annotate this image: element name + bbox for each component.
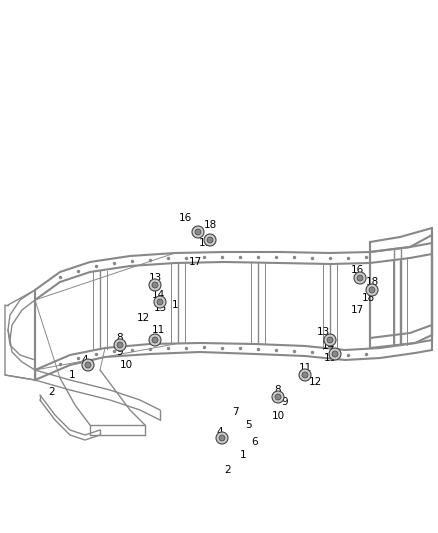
Text: 15: 15 xyxy=(323,353,337,363)
Circle shape xyxy=(302,372,308,378)
Text: 18: 18 xyxy=(198,238,212,248)
Circle shape xyxy=(275,394,281,400)
Circle shape xyxy=(82,359,94,371)
Circle shape xyxy=(149,334,161,346)
Text: 2: 2 xyxy=(225,465,231,475)
Circle shape xyxy=(354,272,366,284)
Text: 2: 2 xyxy=(49,387,55,397)
Text: 17: 17 xyxy=(350,305,364,315)
Text: 11: 11 xyxy=(298,363,311,373)
Circle shape xyxy=(207,237,213,243)
Text: 16: 16 xyxy=(178,213,192,223)
Text: 12: 12 xyxy=(136,313,150,323)
Text: 14: 14 xyxy=(152,290,165,300)
Text: 18: 18 xyxy=(203,220,217,230)
Text: 1: 1 xyxy=(240,450,246,460)
Circle shape xyxy=(329,348,341,360)
Text: 18: 18 xyxy=(365,277,378,287)
Circle shape xyxy=(204,234,216,246)
Circle shape xyxy=(219,435,225,441)
Circle shape xyxy=(332,351,338,357)
Text: 1: 1 xyxy=(69,370,75,380)
Text: 8: 8 xyxy=(117,333,124,343)
Circle shape xyxy=(324,334,336,346)
Circle shape xyxy=(192,226,204,238)
Circle shape xyxy=(114,339,126,351)
Text: 11: 11 xyxy=(152,325,165,335)
Circle shape xyxy=(117,342,123,348)
Text: 9: 9 xyxy=(282,397,288,407)
Circle shape xyxy=(195,229,201,235)
Circle shape xyxy=(369,287,375,293)
Text: 10: 10 xyxy=(272,411,285,421)
Circle shape xyxy=(157,299,163,305)
Text: 13: 13 xyxy=(316,327,330,337)
Text: 4: 4 xyxy=(82,355,88,365)
Text: 18: 18 xyxy=(361,293,374,303)
Text: 6: 6 xyxy=(252,437,258,447)
Text: 9: 9 xyxy=(117,347,124,357)
Circle shape xyxy=(149,279,161,291)
Text: 16: 16 xyxy=(350,265,364,275)
Circle shape xyxy=(154,296,166,308)
Circle shape xyxy=(85,362,91,368)
Circle shape xyxy=(366,284,378,296)
Text: 1: 1 xyxy=(172,300,178,310)
Circle shape xyxy=(357,275,363,281)
Text: 17: 17 xyxy=(188,257,201,267)
Text: 5: 5 xyxy=(245,420,251,430)
Circle shape xyxy=(152,282,158,288)
Text: 14: 14 xyxy=(321,341,335,351)
Text: 8: 8 xyxy=(275,385,281,395)
Text: 12: 12 xyxy=(308,377,321,387)
Circle shape xyxy=(272,391,284,403)
Text: 15: 15 xyxy=(153,303,166,313)
Circle shape xyxy=(299,369,311,381)
Circle shape xyxy=(327,337,333,343)
Text: 13: 13 xyxy=(148,273,162,283)
Circle shape xyxy=(216,432,228,444)
Circle shape xyxy=(152,337,158,343)
Text: 10: 10 xyxy=(120,360,133,370)
Text: 4: 4 xyxy=(217,427,223,437)
Text: 7: 7 xyxy=(232,407,238,417)
